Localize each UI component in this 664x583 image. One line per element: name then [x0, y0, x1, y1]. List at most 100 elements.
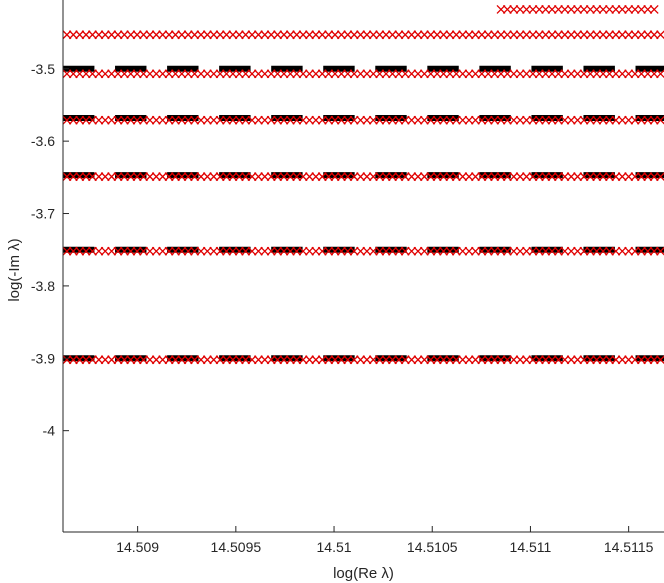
- x-marker-point: [107, 30, 117, 40]
- x-tick-label: 14.5115: [604, 539, 654, 555]
- x-marker-point: [228, 30, 238, 40]
- x-marker-point: [605, 246, 614, 256]
- x-marker-point: [126, 69, 136, 79]
- x-marker-point: [375, 69, 385, 79]
- x-marker-point: [553, 355, 563, 365]
- x-marker-point: [247, 246, 257, 256]
- x-marker-point: [126, 115, 136, 125]
- x-marker-point: [305, 69, 314, 79]
- x-marker-point: [183, 172, 193, 182]
- y-tick-label: -4: [43, 423, 56, 439]
- x-marker-point: [381, 172, 391, 182]
- x-marker-point: [139, 30, 148, 40]
- x-marker-point: [107, 115, 117, 125]
- x-marker-point: [394, 246, 404, 256]
- x-tick-label: 14.5105: [407, 539, 458, 555]
- x-marker-point: [451, 172, 461, 182]
- x-marker-point: [132, 115, 142, 125]
- x-marker-point: [343, 30, 353, 40]
- x-marker-point: [253, 355, 263, 365]
- x-marker-point: [317, 69, 327, 79]
- x-marker-point: [132, 355, 142, 365]
- x-marker-point: [94, 246, 104, 256]
- x-marker-point: [566, 115, 576, 125]
- x-marker-point: [400, 69, 410, 79]
- x-marker-point: [158, 172, 168, 182]
- x-marker-point: [145, 355, 155, 365]
- x-marker-point: [432, 69, 442, 79]
- x-marker-point: [490, 172, 500, 182]
- x-marker-point: [298, 172, 308, 182]
- x-marker-point: [592, 4, 602, 14]
- plot-marks: [62, 4, 664, 365]
- x-marker-point: [509, 4, 519, 14]
- x-marker-point: [222, 172, 231, 182]
- x-marker-point: [222, 115, 231, 125]
- x-marker-point: [266, 172, 276, 182]
- x-marker-point: [496, 115, 506, 125]
- x-marker-point: [496, 246, 506, 256]
- x-marker-point: [547, 172, 557, 182]
- x-marker-point: [458, 115, 468, 125]
- x-marker-point: [585, 246, 595, 256]
- x-marker-point: [311, 172, 321, 182]
- x-marker-point: [119, 69, 129, 79]
- x-marker-point: [643, 69, 653, 79]
- x-marker-point: [553, 115, 563, 125]
- x-marker-point: [292, 355, 302, 365]
- x-marker-point: [458, 246, 468, 256]
- x-marker-point: [356, 69, 366, 79]
- x-marker-point: [426, 172, 436, 182]
- x-marker-point: [260, 115, 270, 125]
- x-marker-point: [241, 30, 251, 40]
- x-marker-point: [407, 246, 417, 256]
- x-marker-point: [228, 115, 238, 125]
- x-marker-point: [190, 355, 200, 365]
- x-marker-point: [502, 4, 512, 14]
- x-marker-point: [388, 30, 397, 40]
- x-marker-point: [502, 172, 512, 182]
- x-marker-point: [522, 115, 531, 125]
- x-marker-point: [598, 246, 608, 256]
- x-marker-point: [579, 4, 589, 14]
- x-marker-point: [649, 4, 659, 14]
- x-marker-point: [209, 172, 219, 182]
- x-marker-point: [75, 115, 85, 125]
- x-marker-point: [273, 115, 283, 125]
- x-marker-point: [183, 115, 193, 125]
- x-marker-point: [343, 355, 353, 365]
- x-marker-point: [202, 69, 212, 79]
- x-marker-point: [279, 115, 289, 125]
- x-marker-point: [477, 355, 487, 365]
- x-marker-point: [528, 172, 538, 182]
- x-marker-point: [362, 246, 372, 256]
- x-marker-point: [234, 172, 244, 182]
- x-marker-point: [202, 246, 212, 256]
- x-marker-point: [285, 246, 295, 256]
- x-marker-point: [183, 355, 193, 365]
- x-marker-point: [502, 355, 512, 365]
- x-marker-point: [375, 355, 385, 365]
- x-marker-point: [611, 355, 621, 365]
- x-marker-point: [62, 172, 72, 182]
- x-marker-point: [247, 172, 257, 182]
- x-marker-point: [126, 355, 136, 365]
- x-marker-point: [496, 355, 506, 365]
- x-marker-point: [413, 355, 423, 365]
- x-marker-point: [279, 246, 289, 256]
- x-marker-point: [490, 69, 500, 79]
- x-marker-point: [183, 69, 193, 79]
- x-marker-point: [445, 172, 455, 182]
- x-marker-point: [88, 355, 97, 365]
- x-marker-point: [151, 172, 161, 182]
- x-marker-point: [547, 4, 557, 14]
- x-marker-point: [522, 4, 531, 14]
- x-marker-point: [656, 115, 664, 125]
- x-marker-point: [241, 355, 251, 365]
- x-marker-point: [477, 115, 487, 125]
- x-marker-point: [273, 355, 283, 365]
- x-marker-point: [432, 355, 442, 365]
- x-marker-point: [324, 30, 334, 40]
- x-marker-point: [451, 246, 461, 256]
